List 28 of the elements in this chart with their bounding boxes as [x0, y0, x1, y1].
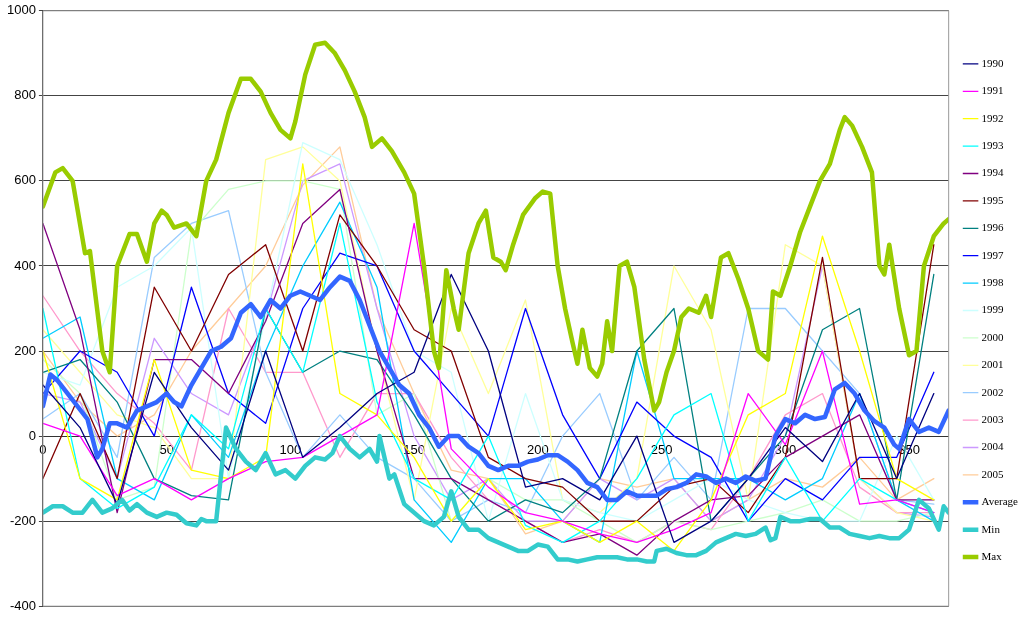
y-tick-label: 600 [14, 172, 36, 188]
y-tick-label: 0 [28, 427, 36, 443]
y-tick-label: 400 [14, 257, 36, 273]
legend-label: 2003 [981, 412, 1005, 425]
legend-label: 1998 [981, 275, 1005, 288]
legend-label: 2002 [981, 385, 1004, 398]
legend-label: 1997 [981, 248, 1005, 261]
legend-label: 1993 [981, 138, 1005, 151]
legend-label: Average [981, 495, 1019, 508]
legend-label: 2004 [981, 440, 1005, 453]
y-tick-label: 200 [14, 342, 36, 358]
y-tick-label: 1000 [7, 2, 36, 18]
legend-label: 1999 [981, 303, 1005, 316]
legend-label: 1992 [981, 111, 1004, 124]
y-tick-label: -400 [9, 597, 36, 613]
legend-label: Min [981, 522, 1001, 535]
legend-label: 2000 [981, 330, 1005, 343]
x-tick-label: 200 [527, 442, 549, 458]
legend-label: 1995 [981, 193, 1005, 206]
y-tick-label: -200 [9, 512, 36, 528]
legend-label: Max [981, 549, 1003, 562]
legend-label: 1991 [981, 84, 1004, 97]
legend-label: 1990 [981, 56, 1005, 69]
legend-label: 1996 [981, 221, 1005, 234]
legend-label: 1994 [981, 166, 1005, 179]
y-tick-label: 800 [14, 87, 36, 103]
legend-label: 2005 [981, 467, 1005, 480]
legend-label: 2001 [981, 358, 1004, 371]
